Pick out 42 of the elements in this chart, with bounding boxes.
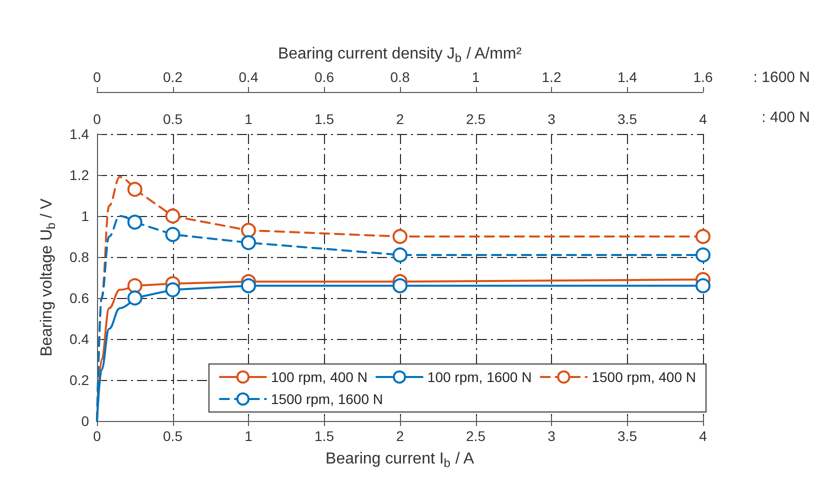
x2-tick-label: 0 xyxy=(93,111,102,127)
x-tick-label: 1.5 xyxy=(314,428,334,444)
text: 0 xyxy=(93,69,102,85)
text: 1 xyxy=(472,69,480,85)
y-tick-label: 0.8 xyxy=(70,249,90,265)
x2-tick-label: 1.5 xyxy=(314,111,334,127)
x-tick-label: 4 xyxy=(699,428,708,444)
y-tick-label: 1 xyxy=(81,208,90,224)
x-tick-label: 2 xyxy=(396,428,404,444)
y-tick-label: 0.6 xyxy=(70,290,90,306)
x2-tick-label: 1 xyxy=(244,111,253,127)
x2-tick-label: 2 xyxy=(396,111,404,127)
legend-label: 100 rpm, 1600 N xyxy=(427,369,532,385)
y-tick-label: 1.4 xyxy=(70,126,90,142)
text: : 400 N xyxy=(762,109,810,126)
x2-tick-label: 0.5 xyxy=(163,111,183,127)
y-tick-label: 0.4 xyxy=(70,331,90,347)
y-tick-label: 0.2 xyxy=(70,372,90,388)
legend-label: 100 rpm, 400 N xyxy=(270,369,368,385)
x-tick-label: 0 xyxy=(93,428,102,444)
x2-tick-label: 3 xyxy=(548,111,556,127)
y-tick-label: 0 xyxy=(81,413,90,429)
legend-label: 1500 rpm, 1600 N xyxy=(270,391,384,407)
text: 1.4 xyxy=(618,69,638,85)
y-tick-label: 1.2 xyxy=(70,167,90,183)
text: 0.4 xyxy=(238,69,258,85)
text: 0.8 xyxy=(390,69,410,85)
x-tick-label: 2.5 xyxy=(466,428,486,444)
text: 1.2 xyxy=(542,69,562,85)
legend-label: 1500 rpm, 400 N xyxy=(592,369,696,385)
y-axis-title: Bearing voltage Ub / V xyxy=(38,198,58,356)
x2-tick-label: 2.5 xyxy=(466,111,486,127)
x-tick-label: 3.5 xyxy=(618,428,638,444)
text: 0.2 xyxy=(163,69,183,85)
text: : 1600 N xyxy=(753,69,810,86)
x2-tick-label: 4 xyxy=(699,111,708,127)
x-tick-label: 1 xyxy=(244,428,253,444)
x2-tick-label: 3.5 xyxy=(618,111,638,127)
x-tick-label: 0.5 xyxy=(163,428,183,444)
x-tick-label: 3 xyxy=(548,428,556,444)
text: 0.6 xyxy=(314,69,334,85)
text: 1.6 xyxy=(693,69,713,85)
